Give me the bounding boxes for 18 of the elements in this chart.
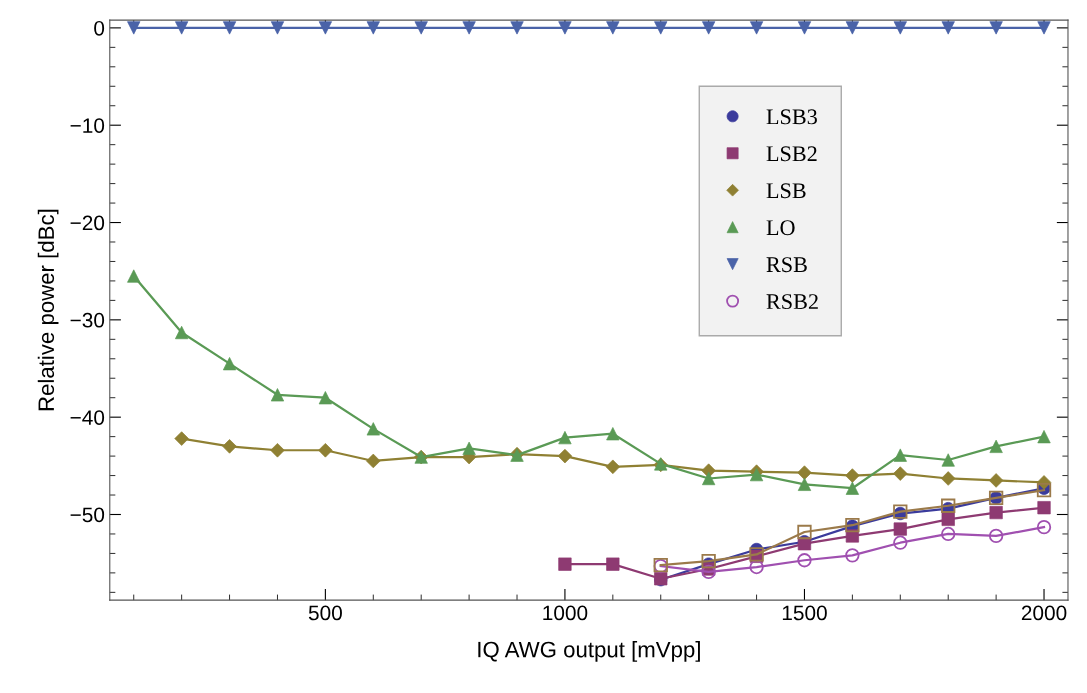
x-tick-label: 2000 xyxy=(1021,605,1067,621)
legend-label: RSB xyxy=(766,257,807,273)
legend-label: RSB2 xyxy=(766,294,818,310)
legend-label: LSB xyxy=(766,183,806,199)
legend-label: LSB3 xyxy=(766,109,817,125)
x-tick-label: 1500 xyxy=(782,605,827,621)
legend-label: LSB2 xyxy=(766,146,817,162)
x-tick-label: 500 xyxy=(308,605,342,621)
y-tick-label: −10 xyxy=(70,118,105,133)
y-tick-label: 0 xyxy=(94,20,105,36)
x-axis-title: IQ AWG output [mVpp] xyxy=(478,641,700,662)
y-axis-title: Relative power [dBc] xyxy=(37,209,59,411)
y-tick-label: −20 xyxy=(70,215,105,231)
y-tick-label: −40 xyxy=(70,410,105,425)
y-tick-label: −30 xyxy=(70,312,105,328)
y-tick-label: −50 xyxy=(70,507,105,523)
legend-label: LO xyxy=(766,220,795,236)
x-tick-label: 1000 xyxy=(543,605,588,621)
